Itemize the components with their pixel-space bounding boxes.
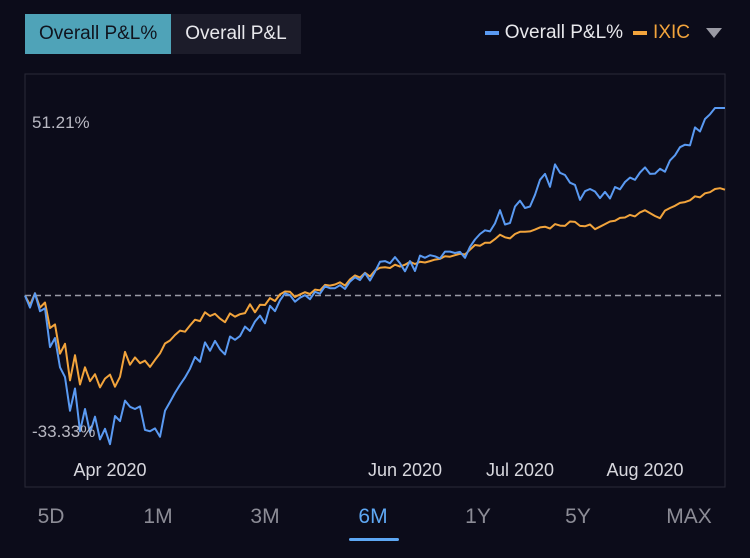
series-line-ixic xyxy=(24,187,726,389)
legend-item-ixic: IXIC xyxy=(633,22,690,44)
x-tick-label: Jun 2020 xyxy=(368,460,442,480)
tab-overall-pnl-percent[interactable]: Overall P&L% xyxy=(25,14,172,54)
caret-down-icon[interactable] xyxy=(706,28,722,38)
y-label-max: 51.21% xyxy=(32,113,90,132)
active-range-underline xyxy=(349,538,399,541)
range-6m[interactable]: 6M xyxy=(358,505,388,528)
legend-item-overall-pnl-percent: Overall P&L% xyxy=(484,22,624,44)
y-label-min: -33.33% xyxy=(32,422,95,441)
x-tick-label: Jul 2020 xyxy=(486,460,554,480)
tab-overall-pnl[interactable]: Overall P&L xyxy=(171,14,301,54)
legend-swatch xyxy=(484,31,499,35)
range-1y[interactable]: 1Y xyxy=(465,505,491,528)
chart-legend: Overall P&L% IXIC xyxy=(475,22,722,44)
plot-area-frame xyxy=(24,73,726,488)
legend-label: IXIC xyxy=(653,22,690,43)
series-line-overall-p-l- xyxy=(24,107,725,446)
range-max[interactable]: MAX xyxy=(666,505,712,528)
legend-label: Overall P&L% xyxy=(504,22,624,43)
range-1m[interactable]: 1M xyxy=(143,505,173,528)
time-range-selector: 5D 1M 3M 6M 1Y 5Y MAX xyxy=(0,505,750,539)
range-5d[interactable]: 5D xyxy=(37,505,65,528)
chart-mode-tabs: Overall P&L% Overall P&L xyxy=(25,14,301,54)
line-chart: 51.21% -33.33% Apr 2020 Jun 2020 Jul 2020 Aug… xyxy=(24,73,726,488)
range-5y[interactable]: 5Y xyxy=(565,505,591,528)
x-tick-label: Aug 2020 xyxy=(606,460,683,480)
legend-swatch xyxy=(633,31,648,35)
range-3m[interactable]: 3M xyxy=(250,505,280,528)
x-tick-label: Apr 2020 xyxy=(73,460,146,480)
